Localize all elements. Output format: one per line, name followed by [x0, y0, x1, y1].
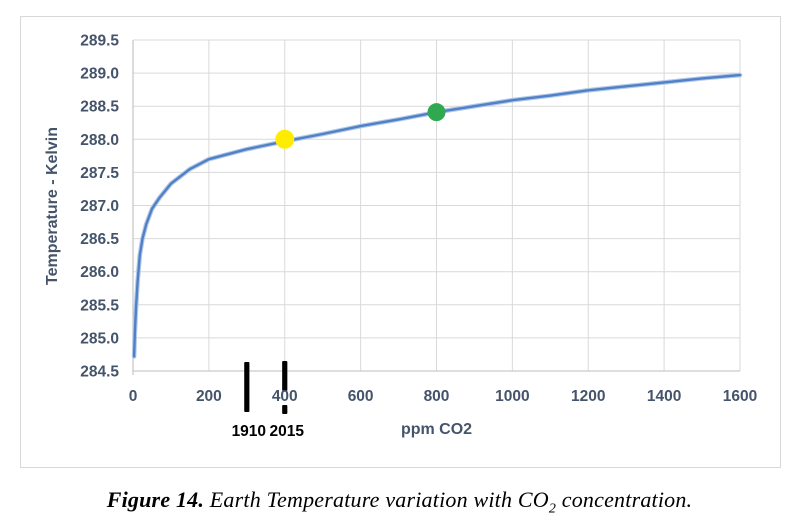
x-tick-label: 1400 [647, 388, 681, 405]
y-tick-label: 284.5 [80, 364, 119, 381]
x-tick-label: 400 [272, 388, 298, 405]
year-label: 2015 [270, 423, 305, 440]
x-axis-title: ppm CO2 [401, 421, 472, 438]
y-tick-label: 289.5 [80, 33, 119, 50]
y-tick-label: 289.0 [80, 66, 119, 83]
y-tick-label: 285.5 [80, 297, 119, 314]
x-tick-label: 200 [196, 388, 222, 405]
year-mark-bar [282, 405, 288, 414]
figure-caption-text-before: Earth Temperature variation with CO [204, 487, 549, 512]
green-marker [427, 103, 446, 122]
year-label: 1910 [232, 423, 266, 440]
figure-caption-label: Figure 14. [106, 487, 205, 512]
x-tick-label: 0 [129, 388, 138, 405]
x-tick-label: 1600 [723, 388, 757, 405]
chart-frame [20, 16, 781, 468]
yellow-marker [275, 129, 295, 149]
y-tick-label: 288.0 [80, 132, 119, 149]
y-tick-label: 286.5 [80, 231, 119, 248]
y-tick-label: 286.0 [80, 264, 119, 281]
x-tick-label: 1200 [571, 388, 605, 405]
x-tick-label: 1000 [495, 388, 529, 405]
y-axis-title: Temperature - Kelvin [44, 127, 61, 285]
figure-caption: Figure 14. Earth Temperature variation w… [0, 487, 799, 517]
year-mark-bar [244, 362, 250, 412]
temperature-curve [132, 73, 742, 358]
figure-caption-subscript: 2 [548, 501, 557, 517]
x-tick-label: 600 [348, 388, 374, 405]
y-tick-label: 288.5 [80, 99, 119, 116]
y-tick-label: 287.5 [80, 165, 119, 182]
x-tick-label: 800 [424, 388, 450, 405]
figure-caption-text-after: concentration. [556, 487, 693, 512]
y-tick-label: 285.0 [80, 330, 119, 347]
year-mark-bar [282, 361, 288, 391]
y-tick-label: 287.0 [80, 198, 119, 215]
